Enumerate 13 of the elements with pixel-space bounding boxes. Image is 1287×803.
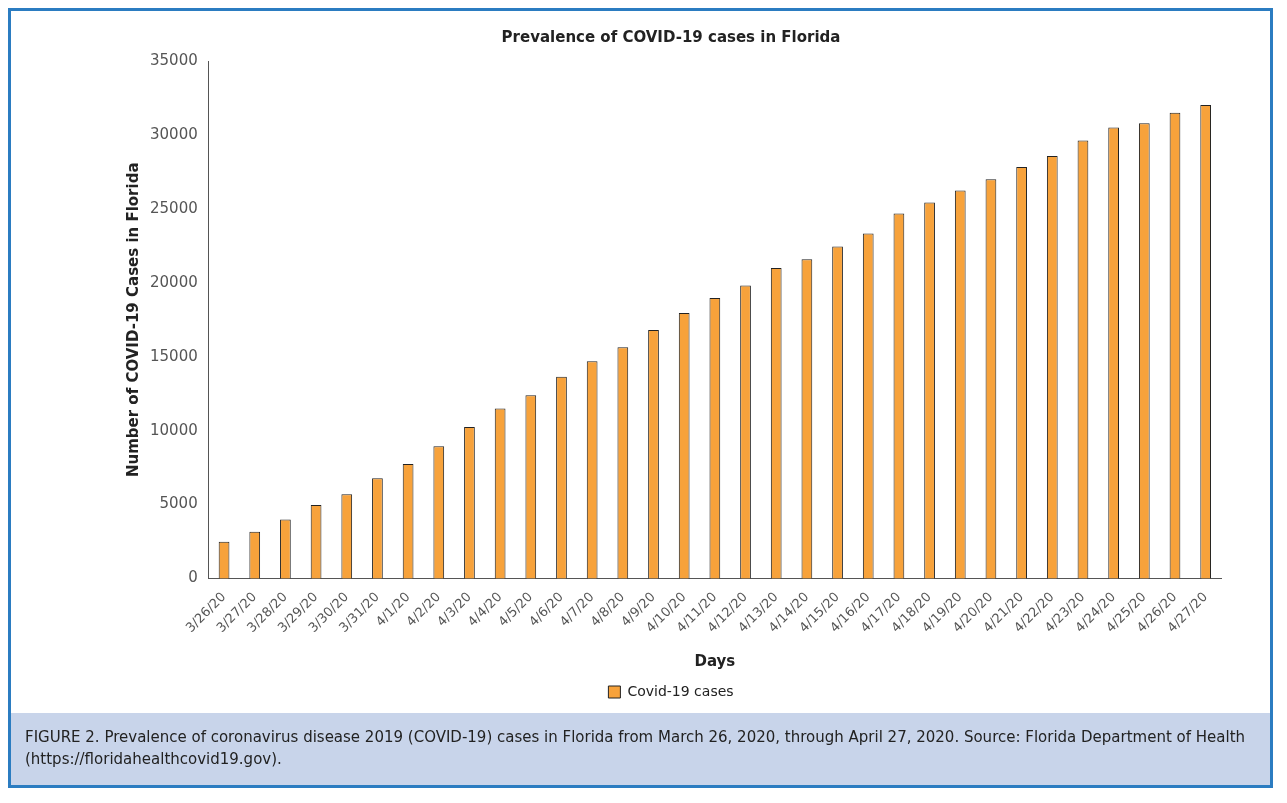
y-tick-label: 10000 (150, 420, 198, 439)
y-tick-label: 35000 (150, 50, 198, 69)
x-axis-title: Days (694, 651, 736, 670)
caption: FIGURE 2. Prevalence of coronavirus disease 2019 (COVID-19) cases in Florida from March 26, 2020, through April 27, 2020. Source: Florida Department of Health (https://floridahealthcovid19.gov). (11, 713, 1270, 785)
y-tick-label: 20000 (150, 272, 198, 291)
y-axis-title: Number of COVID-19 Cases in Florida (123, 162, 142, 478)
y-tick-label: 25000 (150, 198, 198, 217)
y-tick-label: 0 (188, 568, 198, 587)
legend-label: Covid-19 cases (627, 682, 734, 699)
y-tick-label: 30000 (150, 124, 198, 143)
y-tick-label: 15000 (150, 346, 198, 365)
chart-title: Prevalence of COVID-19 cases in Florida (501, 27, 841, 46)
y-tick-label: 5000 (159, 494, 198, 513)
